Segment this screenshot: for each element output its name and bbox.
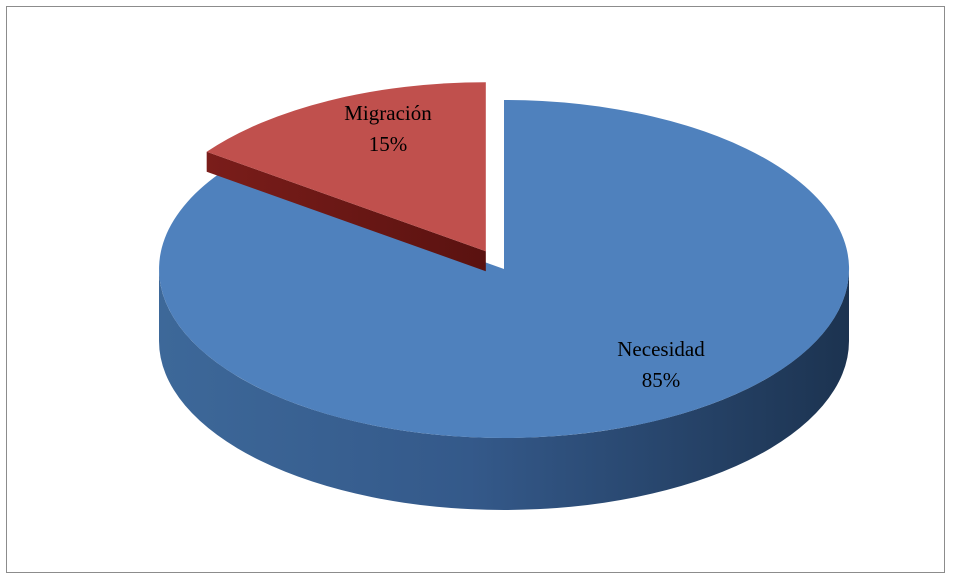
label-migracion-name: Migración — [344, 101, 432, 125]
label-necesidad-percent: 85% — [642, 368, 681, 392]
slice-migracion — [206, 82, 486, 272]
slice-migracion-top — [206, 82, 486, 252]
slice-necesidad — [159, 99, 850, 510]
slice-necesidad-top — [159, 99, 850, 438]
label-migracion-percent: 15% — [369, 132, 408, 156]
slice-necesidad-side — [159, 269, 849, 510]
label-necesidad-name: Necesidad — [617, 337, 705, 361]
slice-migracion-wall — [206, 151, 486, 272]
